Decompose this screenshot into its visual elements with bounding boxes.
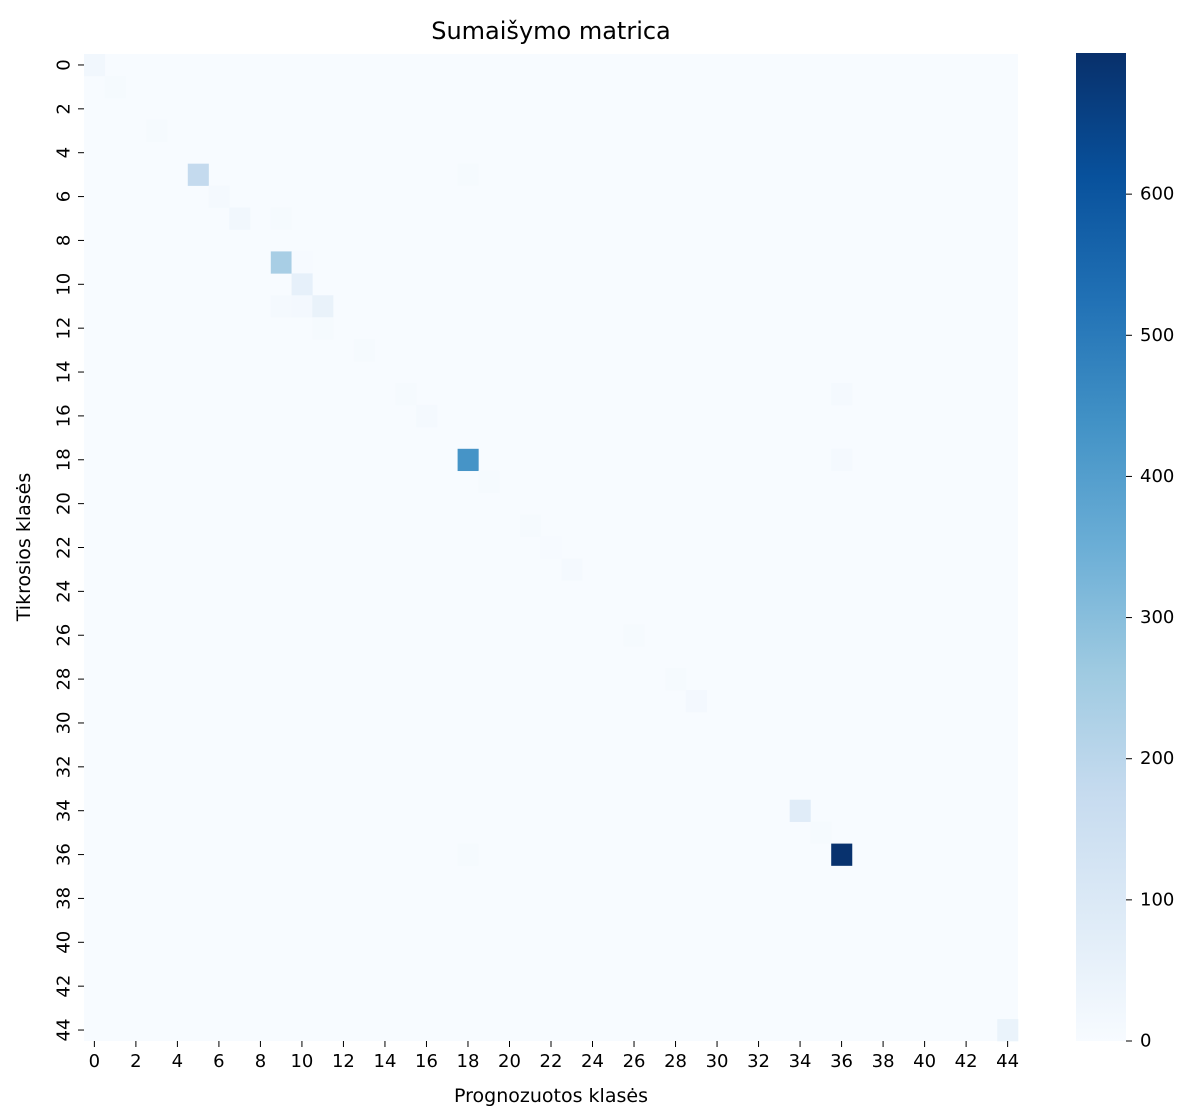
heatmap-cell	[831, 448, 853, 472]
heatmap-cell	[810, 821, 832, 844]
heatmap-cell	[312, 295, 334, 318]
heatmap-cell	[457, 163, 479, 186]
y-tick-label: 34	[54, 799, 75, 822]
heatmap-cell	[457, 843, 479, 866]
x-tick-label: 28	[664, 1051, 687, 1072]
x-tick-label: 34	[789, 1051, 812, 1072]
x-tick-label: 40	[913, 1051, 936, 1072]
y-tick-label: 30	[53, 712, 74, 735]
heatmap-cell	[270, 251, 292, 274]
heatmap-cell	[997, 1019, 1019, 1042]
x-tick-label: 16	[415, 1051, 438, 1072]
heatmap-cell	[519, 514, 541, 537]
heatmap-cell	[685, 690, 707, 713]
x-tick-label: 0	[89, 1051, 100, 1072]
x-tick-label: 4	[172, 1051, 183, 1072]
heatmap-cell	[270, 207, 292, 230]
heatmap-cell	[291, 251, 313, 274]
y-tick-label: 40	[54, 931, 75, 954]
x-tick-label: 22	[540, 1051, 563, 1072]
x-tick-label: 8	[255, 1051, 266, 1072]
y-tick-label: 36	[53, 843, 74, 866]
y-axis-ticks: 0246810121416182022242628303234363840424…	[53, 59, 84, 1041]
heatmap-cell	[395, 383, 417, 406]
y-tick-label: 38	[54, 887, 75, 910]
y-tick-label: 10	[54, 273, 75, 296]
x-tick-label: 24	[581, 1051, 604, 1072]
x-tick-label: 14	[374, 1051, 397, 1072]
x-tick-label: 20	[498, 1051, 521, 1072]
heatmap-cell	[540, 536, 562, 559]
heatmap-cell	[208, 185, 230, 208]
heatmap-cell	[665, 668, 687, 691]
heatmap-cell	[623, 624, 645, 647]
heatmap-cell	[291, 273, 313, 296]
y-tick-label: 0	[53, 59, 74, 70]
heatmap-cell	[457, 448, 479, 472]
y-tick-label: 42	[53, 975, 74, 998]
x-tick-label: 26	[623, 1051, 646, 1072]
colorbar	[1076, 53, 1126, 1041]
x-tick-label: 6	[213, 1051, 224, 1072]
x-tick-label: 30	[706, 1051, 729, 1072]
colorbar-tick-label: 200	[1140, 748, 1174, 769]
x-axis-ticks: 0 2 4 6 8 10 12 14 16 18 20 22 24 26 28 30 32 34 36 38 40 42 4…	[89, 1041, 1019, 1072]
colorbar-tick-label: 300	[1140, 607, 1174, 628]
x-tick-label: 2	[130, 1051, 141, 1072]
heatmap-cell	[478, 470, 500, 493]
colorbar-tick-label: 400	[1140, 466, 1174, 487]
y-tick-label: 14	[54, 361, 75, 384]
y-tick-label: 18	[53, 448, 74, 471]
x-axis-label: Prognozuotos klasės	[454, 1085, 648, 1107]
x-tick-label: 18	[457, 1051, 480, 1072]
heatmap-cell	[312, 317, 334, 340]
y-axis-label: Tikrosios klasės	[13, 473, 35, 622]
x-tick-label: 42	[955, 1051, 978, 1072]
chart-title: Sumaišymo matrica	[431, 17, 671, 45]
heatmap-cell	[831, 843, 853, 866]
x-tick-label: 12	[332, 1051, 355, 1072]
heatmap-cell	[789, 799, 811, 822]
y-tick-label: 22	[54, 536, 75, 559]
heatmap-cell	[146, 119, 168, 143]
colorbar-tick-label: 600	[1140, 184, 1174, 205]
x-tick-label: 38	[872, 1051, 895, 1072]
heatmap-cell	[270, 295, 292, 318]
heatmap-cell	[353, 339, 375, 362]
y-tick-label: 44	[54, 1019, 75, 1042]
y-tick-label: 6	[53, 191, 74, 202]
heatmap-cell	[104, 75, 126, 99]
y-tick-label: 28	[54, 668, 75, 691]
y-tick-label: 20	[54, 492, 75, 515]
heatmap-cells	[84, 54, 1019, 1042]
y-tick-label: 2	[54, 103, 75, 114]
heatmap-cell	[416, 404, 438, 428]
x-tick-label: 32	[747, 1051, 770, 1072]
y-tick-label: 4	[54, 147, 75, 158]
heatmap-cell	[84, 54, 106, 77]
heatmap-cell	[187, 163, 209, 186]
x-tick-label: 10	[290, 1051, 313, 1072]
x-tick-label: 44	[996, 1051, 1019, 1072]
x-tick-label: 36	[830, 1051, 853, 1072]
y-tick-label: 26	[54, 624, 75, 647]
heatmap-cell	[291, 295, 313, 318]
y-tick-label: 24	[53, 580, 74, 603]
colorbar-tick-label: 100	[1140, 889, 1174, 910]
y-tick-label: 32	[54, 755, 75, 778]
colorbar-ticks: 0 100 200 300 400 500 600	[1126, 184, 1174, 1052]
heatmap-cell	[229, 207, 251, 230]
y-tick-label: 12	[53, 317, 74, 340]
y-tick-label: 16	[54, 404, 75, 427]
colorbar-tick-label: 500	[1140, 325, 1174, 346]
y-tick-label: 8	[54, 235, 75, 246]
heatmap-cell	[561, 558, 583, 581]
colorbar-tick-label: 0	[1140, 1031, 1151, 1052]
heatmap-cell	[831, 383, 853, 406]
